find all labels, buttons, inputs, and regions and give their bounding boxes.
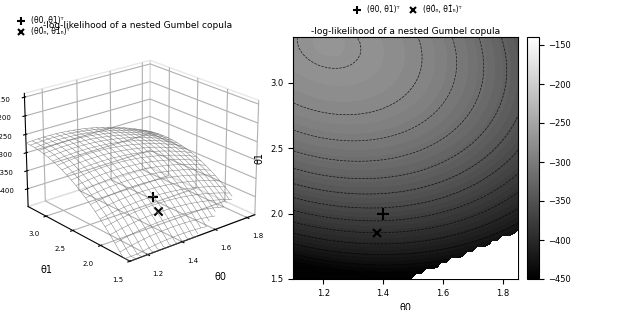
Legend: (θ0, θ1)ᵀ, (θ0̂ₙ, θ1̂ₙ)ᵀ: (θ0, θ1)ᵀ, (θ0̂ₙ, θ1̂ₙ)ᵀ [346, 2, 465, 17]
Y-axis label: θ1: θ1 [255, 152, 265, 164]
Legend: (θ0, θ1)ᵀ, (θ0̂ₙ, θ1̂ₙ)ᵀ: (θ0, θ1)ᵀ, (θ0̂ₙ, θ1̂ₙ)ᵀ [10, 13, 73, 39]
Y-axis label: θ1: θ1 [41, 265, 52, 275]
X-axis label: θ0: θ0 [399, 303, 412, 310]
Title: -log-likelihood of a nested Gumbel copula: -log-likelihood of a nested Gumbel copul… [42, 21, 232, 30]
X-axis label: θ0: θ0 [215, 272, 227, 282]
Title: -log-likelihood of a nested Gumbel copula: -log-likelihood of a nested Gumbel copul… [311, 27, 500, 36]
